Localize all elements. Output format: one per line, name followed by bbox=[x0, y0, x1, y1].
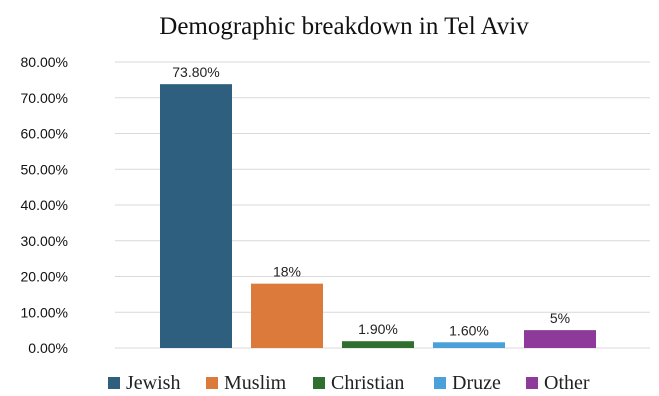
y-tick-label: 60.00% bbox=[21, 126, 68, 142]
legend-label-jewish: Jewish bbox=[126, 372, 180, 394]
bar-jewish bbox=[160, 84, 232, 348]
bar-christian bbox=[342, 341, 414, 348]
legend-swatch-druze bbox=[434, 377, 446, 389]
y-tick-label: 10.00% bbox=[21, 304, 68, 320]
y-axis-tick-labels: 0.00% 10.00% 20.00% 30.00% 40.00% 50.00% 60.00… bbox=[21, 54, 68, 356]
y-tick-label: 50.00% bbox=[21, 161, 68, 177]
data-labels: 73.80% 18% 1.90% 1.60% 5% bbox=[172, 64, 570, 338]
bar-other bbox=[524, 330, 596, 348]
chart-title: Demographic breakdown in Tel Aviv bbox=[159, 13, 529, 40]
legend-swatch-jewish bbox=[108, 377, 120, 389]
legend-swatch-christian bbox=[313, 377, 325, 389]
data-label-other: 5% bbox=[550, 310, 570, 326]
legend-swatch-muslim bbox=[206, 377, 218, 389]
legend-label-muslim: Muslim bbox=[224, 372, 287, 394]
y-tick-label: 20.00% bbox=[21, 269, 68, 285]
legend: Jewish Muslim Christian Druze Other bbox=[108, 372, 590, 394]
legend-label-christian: Christian bbox=[331, 372, 404, 394]
bar-muslim bbox=[251, 283, 323, 348]
data-label-druze: 1.60% bbox=[449, 322, 489, 338]
data-label-christian: 1.90% bbox=[358, 321, 398, 337]
legend-label-druze: Druze bbox=[452, 372, 501, 394]
y-tick-label: 0.00% bbox=[28, 340, 68, 356]
data-label-muslim: 18% bbox=[273, 264, 301, 280]
y-tick-label: 70.00% bbox=[21, 90, 68, 106]
bars bbox=[160, 84, 596, 348]
bar-druze bbox=[433, 342, 505, 348]
legend-label-other: Other bbox=[544, 372, 590, 394]
legend-swatch-other bbox=[526, 377, 538, 389]
y-tick-label: 80.00% bbox=[21, 54, 68, 70]
y-tick-label: 30.00% bbox=[21, 233, 68, 249]
data-label-jewish: 73.80% bbox=[172, 64, 219, 80]
y-tick-label: 40.00% bbox=[21, 197, 68, 213]
